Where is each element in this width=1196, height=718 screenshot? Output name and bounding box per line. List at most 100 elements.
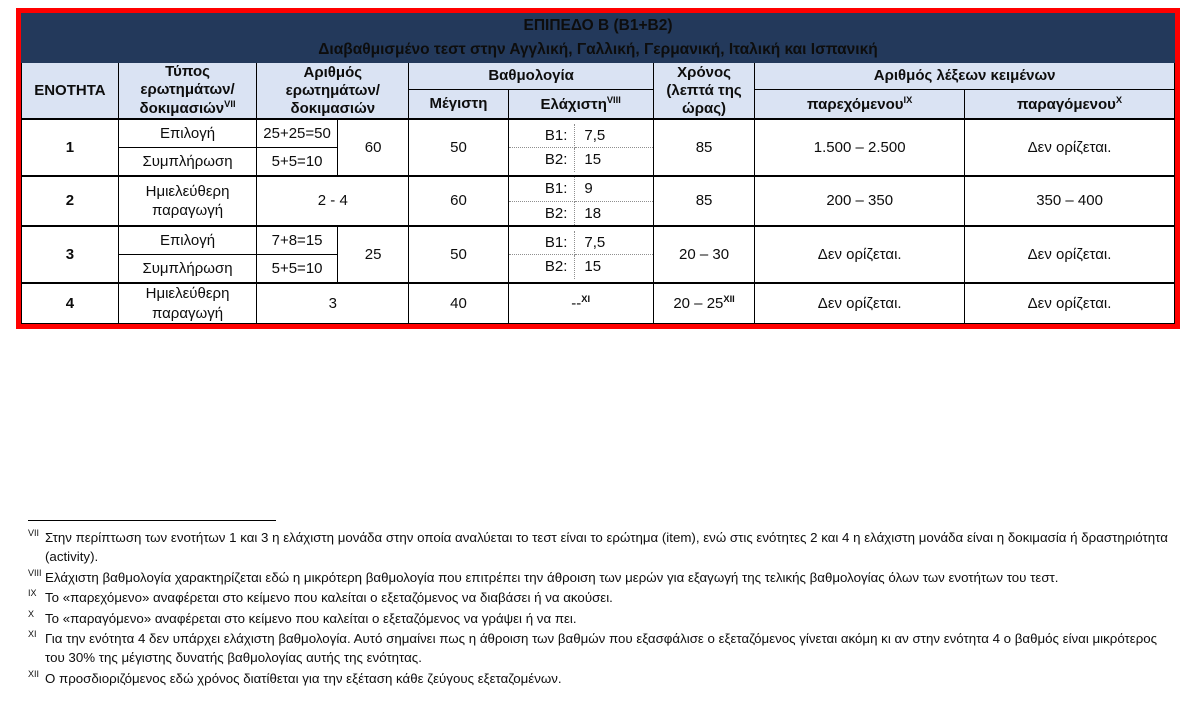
cell-question-type: Ημιελεύθερη παραγωγή bbox=[117, 175, 258, 227]
header-grade-min-label: Ελάχιστη bbox=[540, 95, 607, 113]
grade-min-b2-label: Β2: bbox=[508, 147, 576, 172]
grade-min-grid: Β1: 9 Β2: 18 bbox=[508, 177, 653, 226]
grade-min-b2-label: Β2: bbox=[508, 254, 576, 279]
grade-min-b1-label: Β1: bbox=[508, 123, 576, 149]
cell-question-type: Επιλογή Συμπλήρωση bbox=[117, 225, 258, 284]
question-type-split: Επιλογή Συμπλήρωση bbox=[118, 120, 257, 175]
footnote-item: VIII Ελάχιστη βαθμολογία χαρακτηρίζεται ε… bbox=[28, 568, 1178, 587]
cell-grade-max: 50 bbox=[408, 118, 509, 177]
grade-min-none-sup: XI bbox=[581, 294, 591, 305]
question-count-split: 7+8=15 5+5=10 bbox=[257, 227, 337, 282]
grade-min-b2-value: 18 bbox=[584, 204, 602, 222]
table-title-row: ΕΠΙΠΕΔΟ Β (Β1+Β2) Διαβαθμισμένο τεστ στη… bbox=[21, 12, 1175, 64]
table-title-line1: ΕΠΙΠΕΔΟ Β (Β1+Β2) bbox=[523, 17, 673, 34]
cell-time: 85 bbox=[652, 118, 756, 177]
cell-words-given: Δεν ορίζεται. bbox=[754, 225, 966, 284]
footnote-marker: VIII bbox=[28, 567, 42, 578]
footnote-item: IX Το «παρεχόμενο» αναφέρεται στο κείμενο… bbox=[28, 588, 1178, 607]
footnote-marker: X bbox=[28, 608, 35, 619]
cell-unit-number: 2 bbox=[21, 175, 119, 227]
header-words-produced-sup: X bbox=[1115, 94, 1123, 105]
cell-grade-max: 50 bbox=[408, 225, 509, 284]
column-header-row-2: Μέγιστη ΕλάχιστηVIII παρεχόμενουIX παραγ… bbox=[22, 89, 1175, 120]
footnotes-section: VII Στην περίπτωση των ενοτήτων 1 και 3 η… bbox=[28, 520, 1178, 689]
table-row: 2 Ημιελεύθερη παραγωγή 2 - 4 60 Β1: 9 bbox=[21, 175, 1175, 227]
footnote-marker: XII bbox=[28, 668, 40, 679]
header-question-type: Τύπος ερωτημάτων/ δοκιμασιώνVII bbox=[117, 62, 258, 120]
grade-min-grid: Β1: 7,5 Β2: 15 bbox=[508, 123, 653, 172]
header-words-produced: παραγόμενουX bbox=[964, 89, 1175, 120]
cell-question-count-total: 60 bbox=[336, 118, 410, 177]
footnote-item: XII Ο προσδιοριζόμενος εδώ χρόνος διατίθε… bbox=[28, 669, 1178, 688]
grade-min-none: -- bbox=[571, 295, 582, 313]
header-question-count-line3: δοκιμασιών bbox=[290, 99, 376, 117]
footnote-item: X Το «παραγόμενο» αναφέρεται στο κείμενο … bbox=[28, 609, 1178, 628]
header-time-line2: (λεπτά της bbox=[666, 81, 742, 99]
table-row: 4 Ημιελεύθερη παραγωγή 3 40 --XI 20 – 25… bbox=[21, 282, 1175, 325]
header-unit-label: ΕΝΟΤΗΤΑ bbox=[34, 81, 106, 99]
footnote-text: Ο προσδιοριζόμενος εδώ χρόνος διατίθεται… bbox=[45, 670, 562, 686]
grade-min-wrapper: Β1: 9 Β2: 18 bbox=[508, 177, 653, 226]
cell-time-value: 20 – 25 bbox=[673, 295, 724, 313]
footnote-item: XI Για την ενότητα 4 δεν υπάρχει ελάχιστη… bbox=[28, 629, 1178, 668]
header-question-count-line1: Αριθμός bbox=[303, 63, 363, 81]
cell-question-count-total: 25 bbox=[336, 225, 410, 284]
header-time-line3: ώρας) bbox=[682, 99, 727, 117]
grade-min-b1-value: 9 bbox=[574, 177, 653, 202]
footnote-separator-rule bbox=[28, 520, 276, 521]
exam-specification-table: ΕΠΙΠΕΔΟ Β (Β1+Β2) Διαβαθμισμένο τεστ στη… bbox=[21, 12, 1175, 325]
grade-min-b1-label: Β1: bbox=[508, 230, 576, 256]
cell-words-produced: Δεν ορίζεται. bbox=[964, 118, 1175, 177]
grade-min-grid: Β1: 7,5 Β2: 15 bbox=[508, 230, 653, 279]
cell-time: 20 – 30 bbox=[652, 225, 756, 284]
cell-unit-number: 4 bbox=[21, 282, 119, 325]
cell-unit-number: 1 bbox=[21, 118, 119, 177]
header-question-type-line2: δοκιμασιών bbox=[139, 100, 225, 118]
footnote-text: Για την ενότητα 4 δεν υπάρχει ελάχιστη β… bbox=[45, 631, 1158, 666]
question-type-b: Συμπλήρωση bbox=[142, 153, 233, 171]
exam-specification-table-frame: ΕΠΙΠΕΔΟ Β (Β1+Β2) Διαβαθμισμένο τεστ στη… bbox=[16, 8, 1180, 330]
header-question-count: Αριθμός ερωτημάτων/ δοκιμασιών bbox=[256, 62, 410, 120]
header-grade-max: Μέγιστη bbox=[408, 89, 509, 120]
header-grade-max-label: Μέγιστη bbox=[429, 95, 488, 113]
question-type-line1: Ημιελεύθερη bbox=[145, 182, 230, 200]
header-question-type-sup: VII bbox=[224, 99, 236, 110]
question-count-b: 5+5=10 bbox=[271, 153, 323, 171]
question-count-a: 7+8=15 bbox=[257, 227, 337, 256]
footnote-marker: XI bbox=[28, 629, 37, 640]
cell-grade-min: Β1: 7,5 Β2: 15 bbox=[507, 225, 654, 284]
cell-question-type: Επιλογή Συμπλήρωση bbox=[117, 118, 258, 177]
grade-min-b2-label: Β2: bbox=[508, 201, 576, 226]
grade-min-wrapper: Β1: 7,5 Β2: 15 bbox=[508, 123, 653, 172]
cell-grade-min: Β1: 9 Β2: 18 bbox=[507, 175, 654, 227]
cell-question-count-total: 2 - 4 bbox=[256, 175, 410, 227]
question-count-split: 25+25=50 5+5=10 bbox=[257, 120, 337, 175]
grade-min-b1-value: 7,5 bbox=[574, 230, 653, 256]
footnote-marker: VII bbox=[28, 528, 40, 538]
header-grade: Βαθμολογία bbox=[408, 62, 654, 91]
header-time-line1: Χρόνος bbox=[677, 63, 731, 81]
footnote-item: VII Στην περίπτωση των ενοτήτων 1 και 3 η… bbox=[28, 528, 1178, 567]
question-type-a: Επιλογή bbox=[118, 227, 257, 256]
header-grade-min: ΕλάχιστηVIII bbox=[507, 89, 654, 120]
header-words-produced-label: παραγόμενου bbox=[1017, 95, 1116, 113]
cell-words-given: Δεν ορίζεται. bbox=[754, 282, 966, 325]
column-header-row-1: ΕΝΟΤΗΤΑ Τύπος ερωτημάτων/ δοκιμασιώνVII … bbox=[21, 62, 1175, 120]
cell-words-produced: Δεν ορίζεται. bbox=[964, 225, 1175, 284]
table-row: 3 Επιλογή Συμπλήρωση 7+8=15 5+5=10 25 50 bbox=[21, 225, 1175, 284]
cell-words-given: 200 – 350 bbox=[754, 175, 966, 227]
grade-min-b1-label: Β1: bbox=[508, 177, 576, 202]
footnote-text: Το «παρεχόμενο» αναφέρεται στο κείμενο π… bbox=[45, 590, 613, 606]
cell-time-sup: XII bbox=[723, 294, 735, 305]
table-row: 1 Επιλογή Συμπλήρωση 25+25=50 5+5=10 60 … bbox=[21, 118, 1175, 177]
question-count-a: 25+25=50 bbox=[257, 120, 337, 149]
header-words-label: Αριθμός λέξεων κειμένων bbox=[873, 67, 1056, 85]
cell-words-produced: Δεν ορίζεται. bbox=[964, 282, 1175, 325]
question-type-line2: παραγωγή bbox=[151, 202, 224, 220]
header-question-type-line1: Τύπος ερωτημάτων/ bbox=[140, 63, 235, 99]
header-grade-min-sup: VIII bbox=[606, 94, 621, 105]
table-title-line2: Διαβαθμισμένο τεστ στην Αγγλική, Γαλλική… bbox=[318, 41, 878, 59]
cell-words-given: 1.500 – 2.500 bbox=[754, 118, 966, 177]
cell-words-produced: 350 – 400 bbox=[964, 175, 1175, 227]
table-title-cell: ΕΠΙΠΕΔΟ Β (Β1+Β2) Διαβαθμισμένο τεστ στη… bbox=[21, 12, 1175, 64]
